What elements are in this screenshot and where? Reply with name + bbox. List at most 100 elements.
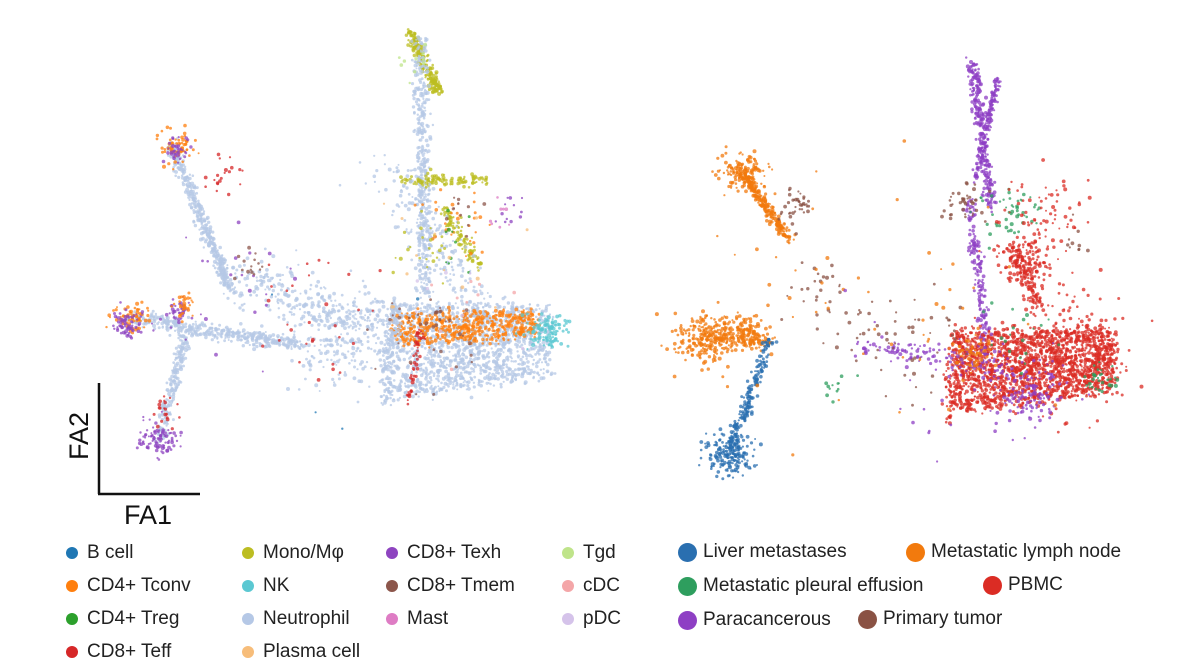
data-point-neutrophil [154, 312, 158, 316]
data-point-neutrophil [430, 210, 433, 213]
data-point-neutrophil [501, 362, 506, 367]
data-point-neutrophil [415, 379, 420, 384]
data-point-neutrophil [216, 331, 218, 334]
data-point-cd4-tconv [455, 323, 458, 326]
data-point-neutrophil [454, 291, 457, 294]
data-point-cd4-tconv [446, 328, 449, 332]
data-point-neutrophil [462, 348, 467, 352]
data-point-neutrophil [327, 338, 332, 343]
data-point-neutrophil [166, 389, 170, 393]
data-point-cd4-tconv [450, 211, 453, 215]
data-point-mono-m- [452, 216, 455, 219]
data-point-neutrophil [548, 303, 551, 307]
data-point-neutrophil [191, 174, 195, 177]
data-point-neutrophil [454, 358, 458, 361]
data-point-cd8-texh [125, 334, 130, 338]
data-point-neutrophil [175, 361, 180, 366]
data-point-cd4-tconv [500, 311, 505, 315]
data-point-neutrophil [267, 338, 270, 341]
data-point-neutrophil [418, 259, 421, 262]
data-point-neutrophil [427, 351, 430, 354]
data-point-neutrophil [511, 301, 515, 305]
data-point-neutrophil [353, 297, 357, 300]
data-point-neutrophil [422, 48, 426, 52]
data-point-neutrophil [169, 413, 172, 416]
data-point-cd4-tconv [409, 323, 413, 327]
data-point-neutrophil [434, 211, 438, 215]
data-point-mono-m- [477, 269, 480, 272]
data-point-neutrophil [421, 154, 425, 157]
data-point-cd8-texh [160, 410, 163, 413]
data-point-cd8-texh [123, 323, 126, 326]
data-point-neutrophil [359, 324, 362, 327]
data-point-neutrophil [423, 168, 428, 173]
data-point-neutrophil [299, 343, 303, 346]
data-point-neutrophil [523, 380, 528, 385]
data-point-neutrophil [484, 304, 487, 308]
data-point-neutrophil [331, 344, 334, 347]
data-point-neutrophil [188, 202, 192, 207]
data-point-cd4-tconv [193, 138, 197, 142]
data-point-neutrophil [254, 285, 259, 289]
data-point-mono-m- [470, 259, 475, 264]
data-point-cd4-tconv [507, 338, 510, 342]
data-point-neutrophil [479, 291, 484, 296]
data-point-cd4-tconv [165, 125, 170, 130]
data-point-neutrophil [536, 350, 540, 355]
data-point-neutrophil [298, 340, 302, 343]
data-point-neutrophil [419, 123, 423, 126]
data-point-neutrophil [497, 353, 502, 358]
data-point-cd4-tconv [444, 315, 448, 319]
data-point-mono-m- [477, 177, 482, 181]
data-point-neutrophil [168, 333, 172, 337]
data-point-neutrophil [368, 319, 371, 322]
data-point-neutrophil [188, 198, 191, 201]
data-point-neutrophil [410, 201, 415, 206]
data-point-neutrophil [472, 289, 476, 293]
data-point-neutrophil [246, 331, 250, 335]
data-point-neutrophil [378, 300, 382, 304]
data-point-cd4-tconv [467, 320, 471, 323]
data-point-cd8-texh [171, 144, 175, 148]
data-point-cd4-tconv [514, 307, 519, 312]
data-point-neutrophil [376, 321, 380, 324]
data-point-neutrophil [405, 305, 408, 309]
data-point-neutrophil [478, 344, 481, 348]
data-point-neutrophil [416, 146, 420, 150]
data-point-cd4-tconv [426, 336, 429, 339]
data-point-cd8-texh [189, 145, 193, 149]
data-point-neutrophil [216, 273, 221, 277]
data-point-neutrophil [422, 383, 425, 386]
data-point-neutrophil [283, 293, 286, 297]
data-point-neutrophil [305, 357, 308, 361]
data-point-neutrophil [246, 335, 250, 340]
data-point-neutrophil [333, 354, 336, 357]
data-point-cd4-tconv [191, 301, 194, 304]
data-point-neutrophil [286, 294, 290, 298]
data-point-neutrophil [460, 294, 464, 299]
data-point-neutrophil [176, 350, 180, 354]
data-point-cd8-texh [145, 429, 149, 432]
data-point-neutrophil [349, 310, 352, 313]
data-point-neutrophil [439, 272, 443, 276]
data-point-mono-m- [434, 83, 439, 88]
data-point-neutrophil [450, 249, 454, 254]
data-point-neutrophil [434, 263, 439, 268]
data-point-mono-m- [470, 172, 474, 177]
data-point-neutrophil [454, 321, 457, 324]
data-point-mono-m- [462, 239, 466, 243]
data-point-cd4-tconv [181, 160, 184, 164]
data-point-cd4-tconv [500, 325, 505, 329]
data-point-cd8-texh [164, 441, 167, 444]
data-point-cd4-tconv [448, 308, 452, 312]
data-point-neutrophil [222, 277, 226, 281]
data-point-mono-m- [464, 248, 467, 252]
data-point-neutrophil [330, 311, 333, 314]
data-point-neutrophil [267, 278, 271, 283]
data-point-neutrophil [268, 308, 272, 312]
data-point-neutrophil [192, 220, 196, 224]
data-point-neutrophil [416, 218, 419, 221]
data-point-neutrophil [447, 335, 451, 338]
data-point-neutrophil [430, 231, 434, 235]
data-point-neutrophil [461, 342, 465, 347]
